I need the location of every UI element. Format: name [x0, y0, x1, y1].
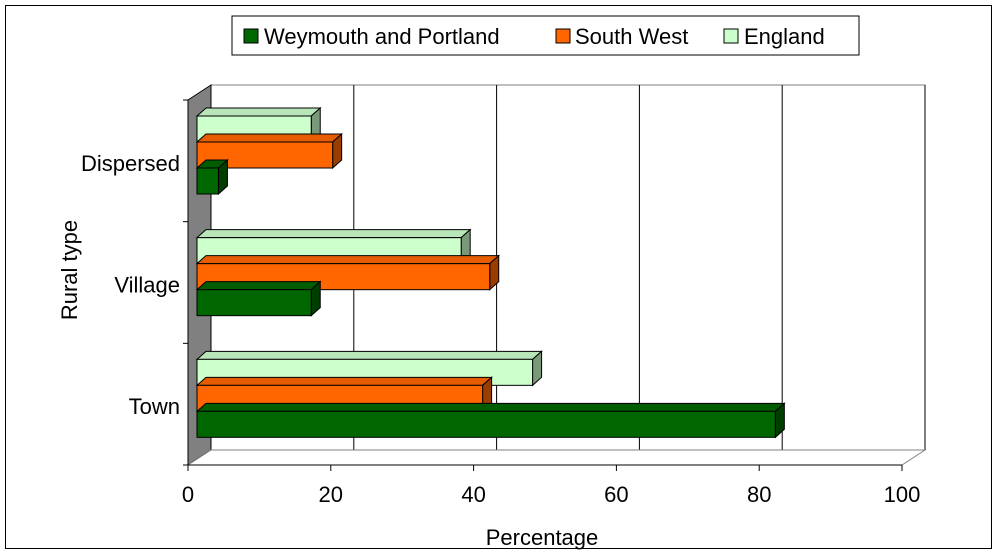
legend-label-weymouth: Weymouth and Portland: [264, 24, 500, 49]
bar-top-face: [195, 281, 322, 291]
bar: [195, 402, 786, 439]
plot-floor: [186, 449, 927, 466]
legend-label-south-west: South West: [575, 24, 688, 49]
y-tick-label: Village: [114, 273, 180, 298]
bar-front-face: [196, 289, 312, 317]
legend-swatch-south-west: [555, 28, 571, 44]
x-tick-label: 20: [319, 482, 343, 507]
x-tick-label: 100: [884, 482, 921, 507]
bars: [195, 106, 786, 439]
legend-swatch-england: [723, 28, 739, 44]
bar-top-face: [195, 376, 493, 386]
legend-swatch-weymouth: [243, 28, 259, 44]
bar-top-face: [195, 133, 343, 143]
bar-front-face: [196, 167, 219, 195]
bar-top-face: [195, 350, 543, 360]
y-axis-title: Rural type: [57, 220, 82, 320]
bar-top-face: [195, 107, 322, 117]
bar: [195, 280, 322, 317]
tick-labels: 0 20 40 60 80 100 Town Village Dispersed: [81, 151, 920, 507]
x-tick-label: 40: [461, 482, 485, 507]
legend-box: [231, 15, 860, 56]
bar: [195, 158, 229, 196]
bar-front-face: [196, 410, 776, 438]
x-tick-label: 60: [604, 482, 628, 507]
floor-panel: [186, 449, 927, 466]
axes: [183, 99, 903, 471]
bar-top-face: [195, 229, 472, 239]
x-tick-label: 80: [747, 482, 771, 507]
bar-top-face: [195, 255, 501, 265]
y-tick-label: Dispersed: [81, 151, 180, 176]
x-axis-title: Percentage: [486, 525, 599, 550]
y-tick-label: Town: [129, 394, 180, 419]
legend: Weymouth and Portland South West England: [231, 15, 860, 56]
x-tick-label: 0: [182, 482, 194, 507]
bar-top-face: [195, 402, 786, 412]
legend-label-england: England: [744, 24, 825, 49]
